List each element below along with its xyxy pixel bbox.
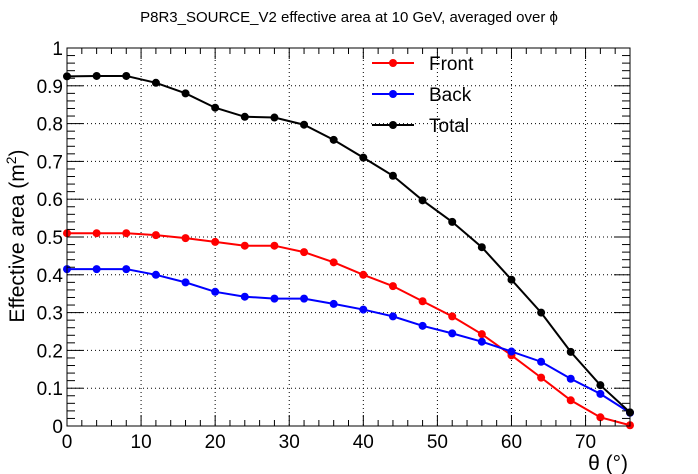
- legend-label-back: Back: [429, 85, 472, 106]
- data-point-back: [448, 329, 457, 338]
- data-point-front: [92, 229, 101, 238]
- data-point-front: [240, 241, 249, 250]
- series-line-front: [67, 232, 631, 427]
- y-tick-label: 0.1: [37, 379, 63, 400]
- x-tick-label: 0: [62, 432, 73, 453]
- data-point-total: [507, 275, 516, 284]
- data-point-front: [300, 248, 309, 257]
- data-point-back: [537, 357, 546, 366]
- data-point-back: [418, 321, 427, 330]
- y-axis-title-close: ): [6, 149, 29, 156]
- data-point-front: [359, 270, 368, 279]
- data-point-front: [418, 297, 427, 306]
- data-point-total: [151, 78, 160, 87]
- y-tick-label: 1: [52, 39, 63, 60]
- data-point-back: [596, 389, 605, 398]
- data-point-back: [388, 312, 397, 321]
- data-point-total: [418, 196, 427, 205]
- data-point-total: [388, 171, 397, 180]
- x-tick-label: 70: [575, 432, 596, 453]
- data-point-back: [122, 265, 131, 274]
- data-point-back: [359, 305, 368, 314]
- data-point-back: [270, 294, 279, 303]
- data-point-total: [596, 381, 605, 390]
- data-point-back: [211, 287, 220, 296]
- y-tick-label: 0.3: [37, 304, 63, 325]
- y-tick-label: 0.4: [37, 266, 64, 287]
- data-point-total: [270, 113, 279, 122]
- y-tick-label: 0.2: [37, 341, 63, 362]
- data-point-total: [181, 89, 190, 98]
- series-line-total: [66, 74, 631, 414]
- data-point-front: [211, 237, 220, 246]
- legend-marker-back: [389, 90, 397, 98]
- data-point-front: [448, 312, 457, 321]
- data-point-total: [122, 71, 131, 80]
- data-point-total: [537, 308, 546, 317]
- data-point-total: [211, 103, 220, 112]
- data-point-front: [181, 234, 190, 243]
- legend: Front Back Total: [372, 54, 474, 137]
- legend-label-total: Total: [429, 116, 469, 137]
- x-tick-label: 10: [131, 432, 152, 453]
- legend-marker-front: [389, 59, 397, 67]
- y-tick-label: 0.7: [37, 152, 63, 173]
- data-point-back: [566, 374, 575, 383]
- y-tick-label: 0.9: [37, 77, 63, 98]
- data-point-back: [329, 299, 338, 308]
- data-point-front: [596, 413, 605, 422]
- y-tick-label: 0.8: [37, 115, 63, 136]
- legend-label-front: Front: [429, 54, 474, 75]
- data-point-back: [300, 294, 309, 303]
- data-point-total: [92, 71, 101, 80]
- y-axis-title: Effective area (m2): [3, 149, 29, 322]
- data-point-total: [566, 347, 575, 356]
- data-point-back: [92, 265, 101, 274]
- series-line-back: [67, 268, 631, 414]
- data-point-front: [537, 373, 546, 382]
- legend-marker-total: [389, 121, 397, 129]
- data-point-total: [240, 112, 249, 121]
- y-tick-label: 0: [52, 417, 63, 438]
- data-point-total: [300, 120, 309, 129]
- data-point-total: [448, 217, 457, 226]
- tick-label-layer: 0 10 20 30 40 50 60 70 0 0.1 0.2 0.3 0.4 0.5 0.6 0.7 0.8…: [37, 39, 597, 453]
- x-tick-label: 50: [427, 432, 448, 453]
- data-point-back: [477, 337, 486, 346]
- data-point-front: [151, 231, 160, 240]
- y-axis-title-main: Effective area (m: [6, 164, 29, 322]
- grid-layer: [67, 48, 630, 426]
- x-tick-label: 60: [501, 432, 522, 453]
- data-point-back: [181, 278, 190, 287]
- data-point-front: [388, 282, 397, 291]
- data-point-front: [329, 258, 338, 267]
- data-point-front: [122, 229, 131, 238]
- data-point-back: [507, 347, 516, 356]
- y-axis-title-superscript: 2: [3, 156, 19, 164]
- data-point-back: [240, 292, 249, 301]
- y-tick-label: 0.5: [37, 228, 63, 249]
- data-point-front: [566, 396, 575, 405]
- chart-title: P8R3_SOURCE_V2 effective area at 10 GeV,…: [140, 9, 558, 26]
- series-layer: [63, 71, 634, 430]
- data-point-total: [329, 135, 338, 144]
- x-axis-title: θ (°): [588, 452, 628, 474]
- data-point-total: [359, 153, 368, 162]
- x-tick-label: 20: [205, 432, 226, 453]
- y-tick-label: 0.6: [37, 190, 63, 211]
- data-point-front: [477, 330, 486, 339]
- x-tick-label: 40: [353, 432, 374, 453]
- x-tick-label: 30: [279, 432, 300, 453]
- data-point-back: [151, 270, 160, 279]
- data-point-front: [270, 241, 279, 250]
- data-point-total: [477, 243, 486, 252]
- tick-layer: [66, 47, 631, 427]
